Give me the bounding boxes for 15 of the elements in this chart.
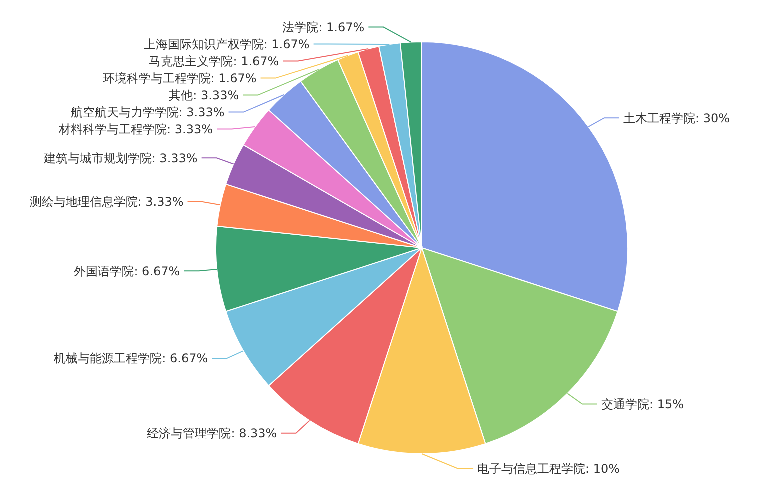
slice-label: 测绘与地理信息学院: 3.33% [30,195,184,210]
slice-label: 法学院: 1.67% [282,20,365,35]
slice-label: 环境科学与工程学院: 1.67% [102,72,257,86]
slice-label: 马克思主义学院: 1.67% [149,54,280,69]
slice-label: 电子与信息工程学院: 10% [478,462,620,476]
slice-label: 外国语学院: 6.67% [74,264,180,278]
slice-label: 上海国际知识产权学院: 1.67% [144,38,310,52]
slice-label: 建筑与城市规划学院: 3.33% [42,151,198,166]
slice-label: 航空航天与力学学院: 3.33% [70,106,225,120]
slice-label: 材料科学与工程学院: 3.33% [58,122,214,137]
slice-label: 机械与能源工程学院: 6.67% [54,352,208,366]
slice-label: 经济与管理学院: 8.33% [147,426,278,441]
slice-label: 土木工程学院: 30% [623,111,730,126]
slice-label: 其他: 3.33% [169,88,240,103]
slice-label: 交通学院: 15% [601,397,684,412]
